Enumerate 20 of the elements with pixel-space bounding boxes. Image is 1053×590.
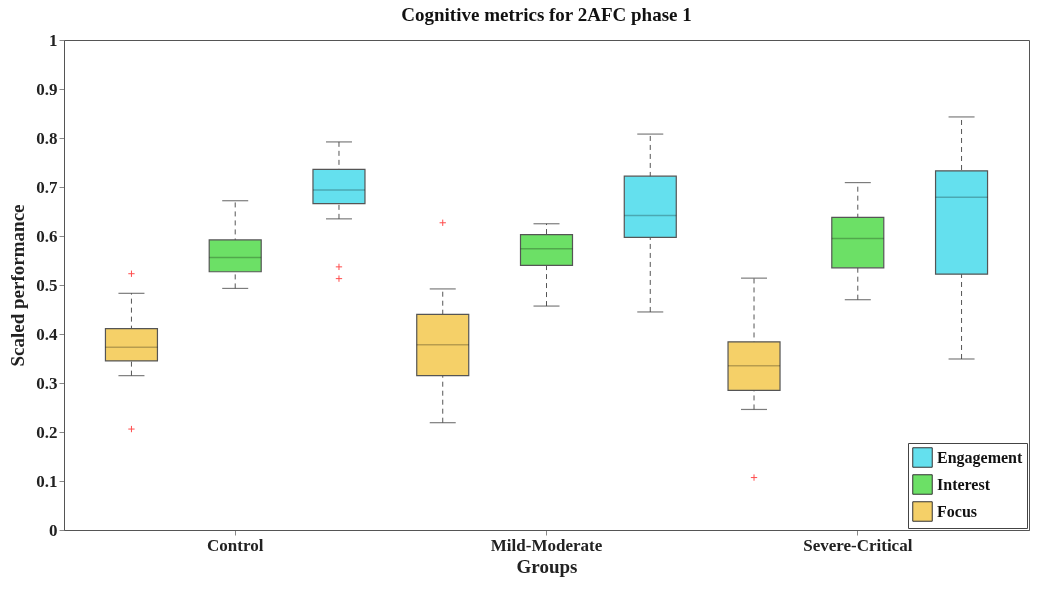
y-tick-label: 1 xyxy=(49,30,58,50)
x-tick-label: Severe-Critical xyxy=(803,535,913,555)
legend-label: Focus xyxy=(937,502,977,520)
x-tick-label: Mild-Moderate xyxy=(490,535,603,555)
x-tick-label: Control xyxy=(207,535,264,555)
x-axis-title: Groups xyxy=(516,555,578,577)
y-axis-title: Scaled performance xyxy=(7,204,29,367)
y-tick-label: 0.3 xyxy=(36,373,58,393)
y-tick-label: 0.9 xyxy=(36,79,58,99)
y-tick-label: 0.1 xyxy=(36,471,58,491)
chart-title: Cognitive metrics for 2AFC phase 1 xyxy=(401,4,692,25)
y-tick-label: 0.6 xyxy=(36,226,58,246)
y-tick-label: 0.7 xyxy=(36,177,58,197)
legend-label: Interest xyxy=(937,475,991,493)
y-tick-label: 0.5 xyxy=(36,275,58,295)
y-tick-label: 0.2 xyxy=(36,422,58,442)
y-tick-label: 0.4 xyxy=(36,324,58,344)
y-tick-label: 0 xyxy=(49,520,58,540)
legend-label: Engagement xyxy=(937,448,1023,467)
y-tick-label: 0.8 xyxy=(36,128,58,148)
